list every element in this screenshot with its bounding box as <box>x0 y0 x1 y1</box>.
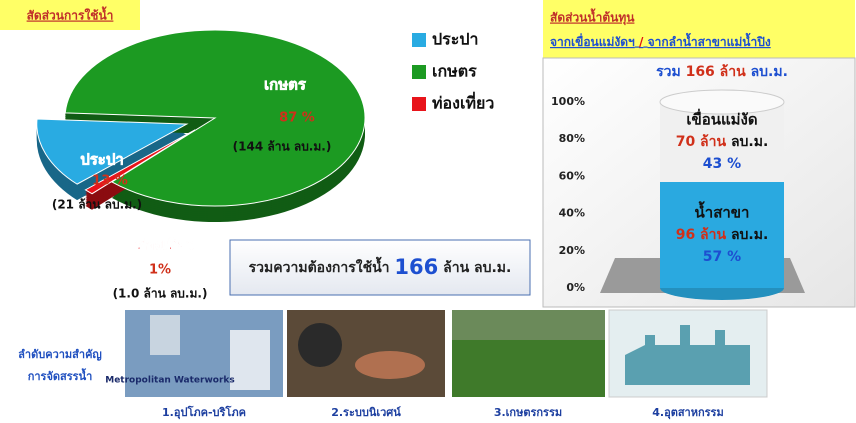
image-text: Metropolitan Waterworks <box>105 376 235 386</box>
total-value: 166 <box>394 255 438 279</box>
priority-item: 3.เกษตรกรรม <box>494 406 562 419</box>
value-label: 43 % <box>703 156 741 172</box>
total-box <box>229 239 531 296</box>
slice-name: เกษตร <box>264 76 307 94</box>
y-tick-label: 20% <box>559 244 585 257</box>
legend-label: ท่องเที่ยว <box>432 92 494 113</box>
total-unit: ลบ.ม. <box>751 64 788 80</box>
legend-label: ประปา <box>432 30 478 49</box>
value-label: 1% <box>149 263 171 278</box>
image-faucet <box>150 315 180 355</box>
legend-swatch <box>412 33 426 47</box>
pie-slice <box>36 118 189 185</box>
priority-item: 1.อุปโภค-บริโภค <box>162 405 246 420</box>
cylinder-segment <box>660 181 784 288</box>
slice-name: ประปา <box>80 151 124 169</box>
y-tick-label: 80% <box>559 132 585 145</box>
legend-swatch <box>412 97 426 111</box>
priority-title: ลำดับความสำคัญ <box>18 348 102 361</box>
cylinder-top <box>659 89 785 115</box>
series-name: เขื่อนแม่งัด <box>686 108 757 128</box>
volume-unit: ลบ.ม. <box>731 134 768 150</box>
volume-value: 96 ล้าน <box>676 227 727 243</box>
value-label: 57 % <box>703 249 741 265</box>
value-label: 87 % <box>279 111 315 126</box>
volume-label: 70 ล้าน ลบ.ม. <box>676 134 769 150</box>
y-tick-label: 40% <box>559 207 585 220</box>
image-pipe <box>298 323 342 367</box>
cylinder-subtitle: จากเขื่อนแม่งัดฯ / จากลำน้ำสาขาแม่น้ำปิง <box>550 32 771 49</box>
volume-label: 96 ล้าน ลบ.ม. <box>676 227 769 243</box>
volume-label: (21 ล้าน ลบ.ม.) <box>52 198 142 212</box>
legend-swatch <box>412 65 426 79</box>
volume-label: (1.0 ล้าน ลบ.ม.) <box>113 287 208 301</box>
series-name: น้ำสาขา <box>695 200 750 221</box>
priority-item: 4.อุตสาหกรรม <box>652 406 723 420</box>
total-prefix: รวมความต้องการใช้น้ำ <box>249 256 390 276</box>
pie-title: สัดส่วนการใช้น้ำ <box>27 6 114 23</box>
priority-item: 2.ระบบนิเวศน์ <box>331 406 401 419</box>
subtitle-part: จากเขื่อนแม่งัดฯ <box>550 33 635 49</box>
priority-title: การจัดสรรน้ำ <box>28 368 93 383</box>
y-tick-label: 0% <box>566 281 585 294</box>
pie-slice <box>84 129 196 195</box>
subtitle-part: / <box>639 35 644 49</box>
cylinder-title: สัดส่วนน้ำต้นทุน <box>550 8 635 26</box>
image-fish <box>355 351 425 379</box>
image-field <box>452 310 605 340</box>
total-label: รวมความต้องการใช้น้ำ 166 ล้าน ลบ.ม. <box>249 255 512 279</box>
image-factory <box>625 325 750 385</box>
volume-label: (144 ล้าน ลบ.ม.) <box>233 140 332 154</box>
pie-title-banner <box>0 0 140 30</box>
subtitle-part: จากลำน้ำสาขาแม่น้ำปิง <box>648 32 771 49</box>
total-prefix: รวม <box>656 64 681 80</box>
total-unit: ล้าน ลบ.ม. <box>443 260 511 276</box>
y-tick-label: 100% <box>551 95 585 108</box>
legend-label: เกษตร <box>432 62 477 81</box>
volume-unit: ลบ.ม. <box>731 227 768 243</box>
slice-name: ท่องเที่ยว <box>136 234 194 254</box>
pie-slice <box>64 29 366 207</box>
image-tower <box>230 330 270 390</box>
volume-value: 70 ล้าน <box>676 134 727 150</box>
cylinder-segment <box>660 102 784 182</box>
total-value: 166 ล้าน <box>686 64 747 80</box>
y-tick-label: 60% <box>559 169 585 182</box>
cylinder-title-banner <box>543 0 855 58</box>
value-label: 13 % <box>92 174 128 189</box>
total-label: รวม 166 ล้าน ลบ.ม. <box>656 64 788 80</box>
